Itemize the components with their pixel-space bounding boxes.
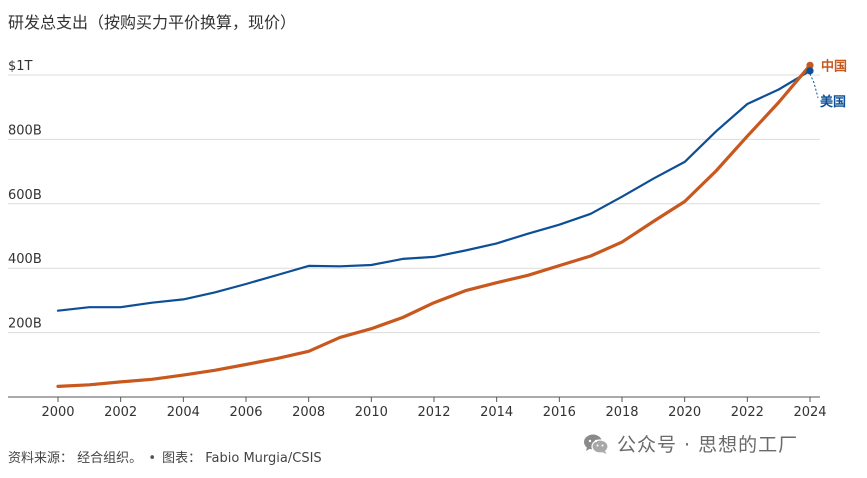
chart-credit: 图表： Fabio Murgia/CSIS — [162, 451, 322, 466]
end-marker-usa — [806, 67, 814, 75]
y-tick-label: 600B — [8, 188, 42, 203]
watermark-text: 公众号 · 思想的工厂 — [617, 434, 799, 456]
watermark: 公众号 · 思想的工厂 — [583, 430, 798, 457]
series-lines — [56, 63, 812, 388]
series-line-china — [56, 63, 812, 388]
x-tick-label: 2008 — [292, 405, 325, 420]
x-tick-label: 2006 — [229, 405, 262, 420]
gridlines — [8, 74, 820, 334]
series-line-usa — [56, 69, 812, 312]
x-axis: 2000 2002 2004 2006 2008 2010 2012 2014 2016 2018… — [8, 396, 827, 420]
source-footer: 资料来源： 经合组织。 • 图表： Fabio Murgia/CSIS — [8, 447, 322, 466]
wechat-icon — [584, 434, 609, 454]
chart-title: 研发总支出（按购买力平价换算，现价） — [8, 13, 297, 32]
y-tick-label: 800B — [8, 123, 42, 138]
x-tick-label: 2016 — [543, 405, 576, 420]
x-tick-label: 2012 — [417, 405, 450, 420]
source-org: 经合组织。 — [77, 451, 143, 466]
x-tick-label: 2014 — [480, 405, 513, 420]
x-tick-label: 2020 — [668, 405, 701, 420]
series-label-usa: 美国 — [820, 94, 846, 110]
end-marker-china — [806, 61, 814, 69]
series-label-china: 中国 — [821, 58, 847, 74]
x-tick-label: 2010 — [355, 405, 388, 420]
x-tick-label: 2000 — [41, 405, 74, 420]
y-tick-label: 400B — [8, 252, 42, 267]
x-tick-label: 2002 — [104, 405, 137, 420]
y-tick-label: 200B — [8, 317, 42, 332]
x-tick-label: 2022 — [731, 405, 764, 420]
x-tick-label: 2018 — [605, 405, 638, 420]
y-tick-label: $1T — [8, 59, 33, 74]
x-tick-label: 2004 — [167, 405, 200, 420]
x-tick-label: 2024 — [793, 405, 826, 420]
separator-dot: • — [148, 451, 156, 466]
y-axis-labels: 200B 400B 600B 800B $1T — [8, 59, 42, 332]
source-label: 资料来源： — [8, 451, 74, 466]
usa-leader-line — [809, 73, 819, 98]
